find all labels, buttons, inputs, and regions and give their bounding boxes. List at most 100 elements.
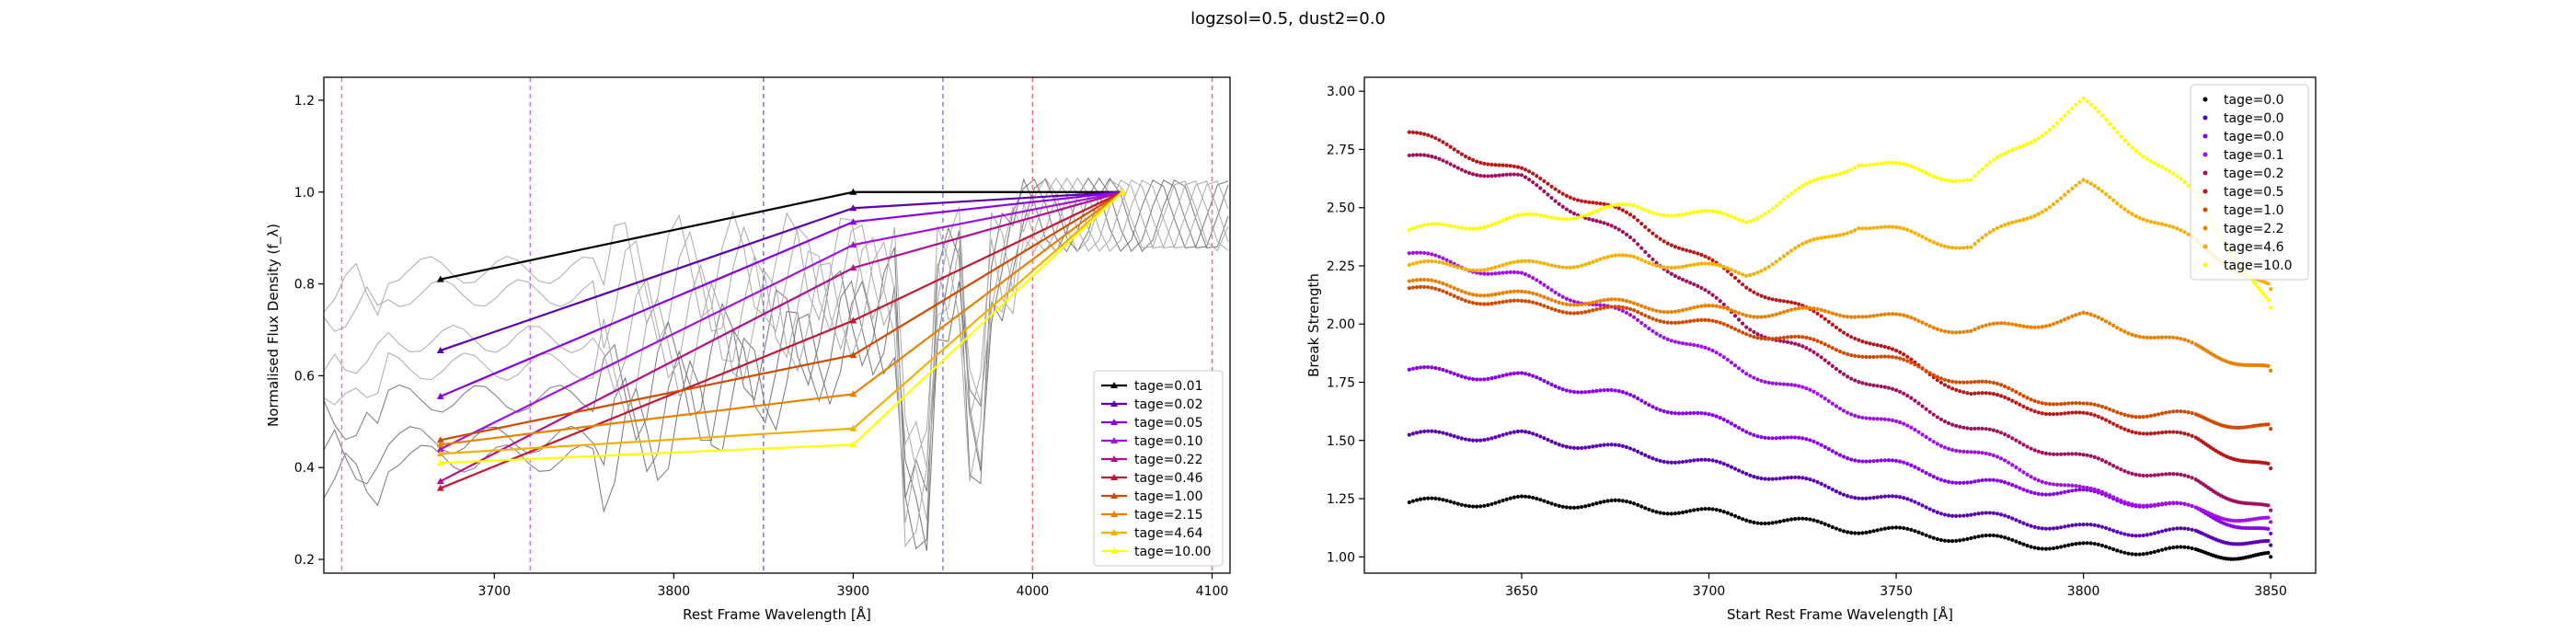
data-point [1433, 365, 1438, 371]
data-point [2014, 323, 2018, 328]
data-point [2051, 412, 2056, 417]
data-point [1846, 530, 1850, 535]
data-point [2040, 133, 2044, 138]
data-point [2029, 446, 2033, 451]
data-point [2133, 415, 2138, 420]
data-point [1688, 306, 1693, 311]
data-point [1718, 416, 1722, 420]
data-point [1475, 173, 1479, 178]
data-point [1665, 270, 1670, 274]
data-point [1620, 308, 1625, 313]
data-point [1680, 510, 1685, 515]
data-point [1961, 246, 1966, 250]
data-point [1444, 431, 1449, 436]
data-point [1692, 250, 1696, 255]
data-point [2137, 152, 2142, 156]
data-point [1748, 333, 1753, 338]
data-point [1627, 500, 1633, 505]
data-point [1954, 178, 1959, 183]
data-point [2036, 400, 2041, 405]
data-point [2256, 285, 2260, 290]
data-point [1972, 327, 1977, 332]
data-point [1732, 215, 1738, 221]
data-point [1553, 264, 1558, 269]
data-point [2047, 402, 2053, 407]
data-point [1512, 270, 1516, 274]
data-point [1736, 468, 1742, 473]
data-point [2059, 545, 2064, 549]
data-point [1549, 288, 1554, 293]
data-point [1512, 298, 1516, 303]
data-point [1448, 432, 1453, 437]
data-point [1523, 167, 1528, 172]
data-point [1433, 253, 1438, 258]
data-point [1580, 390, 1584, 395]
data-point [1515, 429, 1521, 434]
data-point [1699, 344, 1704, 349]
data-point [1519, 270, 1524, 275]
data-point [1965, 380, 1970, 385]
data-point [1748, 328, 1753, 332]
data-point [1620, 305, 1625, 310]
data-point [1853, 166, 1857, 170]
data-point [1781, 310, 1787, 315]
data-point [2003, 458, 2007, 463]
data-point [1942, 420, 1948, 424]
data-point [1752, 432, 1756, 438]
data-point [1486, 174, 1490, 178]
data-point [1774, 477, 1778, 481]
data-point [1463, 437, 1468, 442]
data-point [1849, 495, 1854, 500]
data-point [2164, 167, 2168, 171]
data-point [1422, 284, 1427, 289]
data-point [1916, 167, 1921, 172]
data-point [1523, 259, 1528, 263]
data-point [1418, 224, 1423, 228]
data-point [1620, 499, 1625, 503]
data-point [1819, 236, 1823, 240]
data-point [1879, 224, 1883, 230]
y-tick-label: 2.00 [1327, 317, 1355, 332]
data-point [1946, 420, 1951, 426]
data-point [2055, 411, 2060, 417]
data-point [2088, 412, 2093, 417]
data-point [2096, 109, 2100, 114]
data-point [1774, 259, 1778, 264]
data-point [1452, 224, 1456, 229]
data-point [1969, 391, 1973, 397]
data-point [2003, 395, 2007, 399]
data-point [1673, 411, 1677, 416]
data-point [1785, 194, 1790, 199]
x-axis-label: Start Rest Frame Wavelength [Å] [1727, 605, 1953, 623]
data-point [1489, 271, 1494, 276]
data-point [1680, 308, 1685, 313]
data-point [1913, 362, 1917, 367]
data-point [1658, 408, 1662, 412]
data-point [1721, 510, 1726, 514]
data-point [1808, 477, 1812, 482]
data-point [1841, 454, 1846, 459]
data-point [2092, 106, 2097, 110]
data-point [1800, 476, 1805, 480]
data-point [2182, 545, 2187, 549]
data-point [1965, 426, 1970, 431]
data-point [1463, 154, 1468, 159]
data-point [1627, 235, 1633, 240]
data-point [1893, 458, 1899, 463]
data-point [1489, 301, 1494, 306]
data-point [2179, 228, 2183, 233]
data-point [1984, 511, 1988, 515]
data-point [1441, 158, 1445, 163]
data-point [1916, 466, 1921, 471]
data-point [1916, 318, 1921, 323]
data-point [2088, 102, 2093, 107]
data-point [1647, 454, 1651, 459]
data-point [1718, 299, 1722, 304]
data-point [1688, 509, 1693, 513]
data-point [1752, 271, 1756, 276]
data-point [1759, 378, 1764, 384]
data-point [2186, 502, 2191, 507]
data-point [1549, 306, 1554, 311]
data-point [1707, 303, 1711, 308]
data-point [1414, 250, 1420, 255]
